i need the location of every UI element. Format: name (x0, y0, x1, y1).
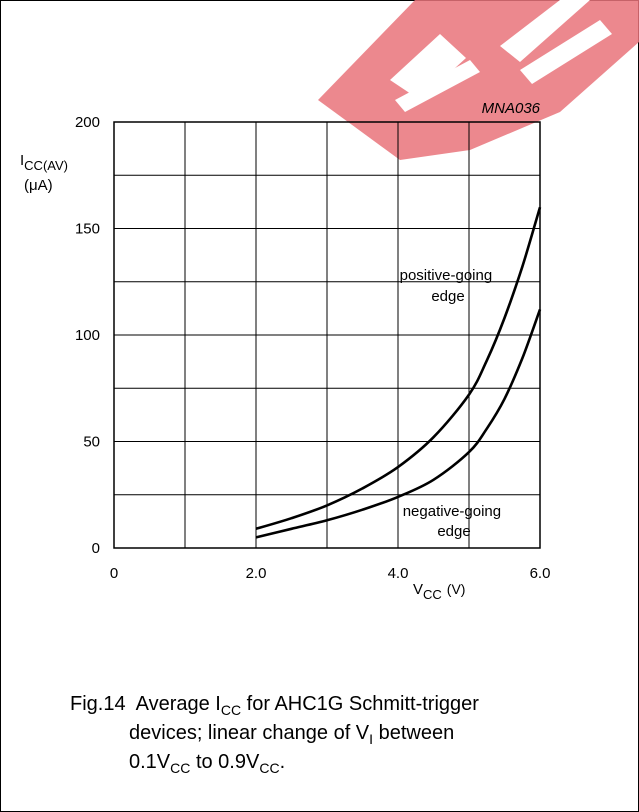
grid (113, 121, 541, 549)
y-axis-label: ICC(AV) (20, 152, 68, 173)
series-line-positive-going (255, 206, 542, 531)
y-tick-label: 50 (83, 434, 100, 451)
figure-id-label: MNA036 (482, 100, 541, 117)
series-label-positive: positive-going edge (400, 267, 497, 305)
y-axis-unit: (μA) (24, 177, 53, 194)
y-tick-label: 200 (75, 114, 100, 131)
x-axis-label: VCC (V) (413, 581, 465, 602)
y-tick-label: 100 (75, 327, 100, 344)
plot-area (113, 121, 541, 549)
x-tick-label: 4.0 (388, 565, 409, 582)
series-label-negative: negative-going edge (403, 503, 506, 540)
figure-number: Fig.14 (70, 693, 126, 715)
figure-caption: Fig.14 Average ICC for AHC1G Schmitt-tri… (70, 693, 479, 776)
series-line-negative-going (255, 308, 542, 539)
y-tick-label: 0 (92, 540, 100, 557)
x-tick-label: 6.0 (530, 565, 551, 582)
tick-labels: 0 50 100 150 200 0 2.0 4.0 6.0 (75, 114, 550, 582)
series-lines (255, 206, 542, 539)
x-tick-label: 0 (110, 565, 118, 582)
x-tick-label: 2.0 (246, 565, 267, 582)
y-tick-label: 150 (75, 221, 100, 238)
